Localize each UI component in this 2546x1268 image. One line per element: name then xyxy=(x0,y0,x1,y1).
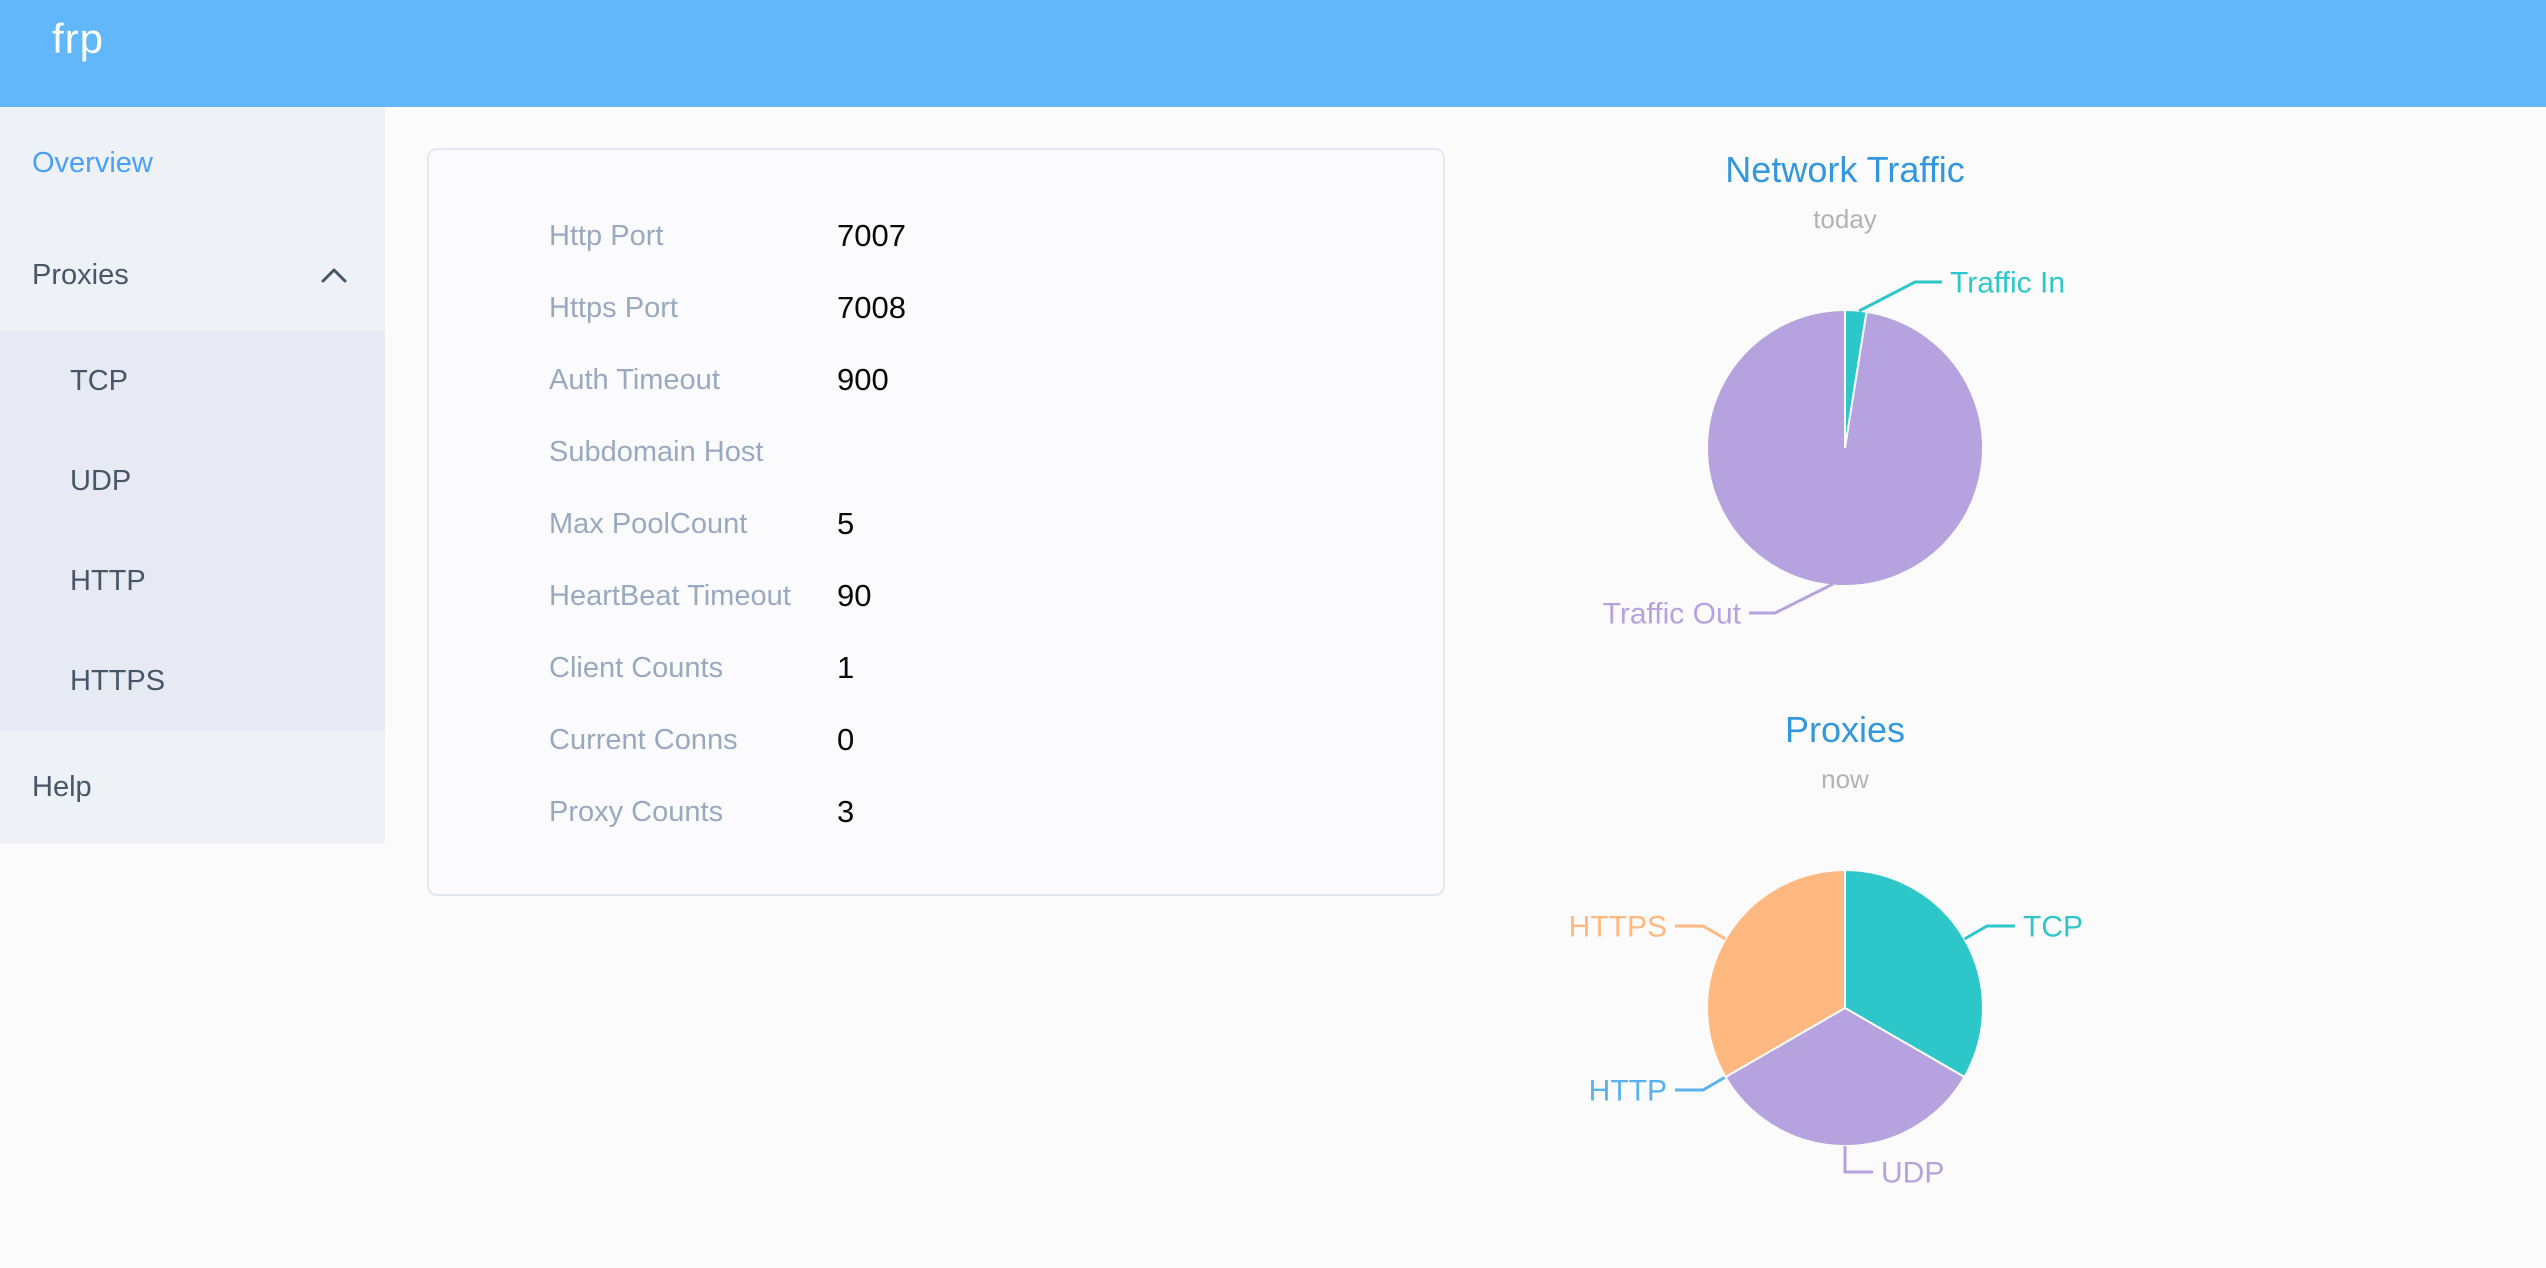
config-row: Current Conns 0 xyxy=(429,704,1443,776)
sidebar-item-label: Help xyxy=(32,771,92,803)
config-label: Client Counts xyxy=(549,651,724,684)
chart-subtitle: today xyxy=(1813,204,1877,234)
config-row: Max PoolCount 5 xyxy=(429,488,1443,560)
config-label: Subdomain Host xyxy=(549,435,764,468)
server-config-card: Http Port 7007 Https Port 7008 Auth Timeou… xyxy=(427,148,1445,896)
proxies-pie: TCP UDP HTTP HTTPS xyxy=(1569,868,2083,1190)
config-value: 900 xyxy=(837,362,889,397)
config-label: Max PoolCount xyxy=(549,507,748,540)
sidebar-item-https[interactable]: HTTPS xyxy=(0,631,385,731)
chart-subtitle: now xyxy=(1821,764,1869,794)
pie-label-https: HTTPS xyxy=(1569,911,1667,944)
pie-label-line-udp xyxy=(1843,1146,1873,1174)
pie-label-line-traffic-in xyxy=(1858,280,1942,313)
config-value: 5 xyxy=(837,506,855,541)
sidebar-item-proxies[interactable]: Proxies xyxy=(0,219,385,331)
config-label: Current Conns xyxy=(549,723,738,756)
chart-title: Network Traffic xyxy=(1725,149,1965,190)
config-label: Http Port xyxy=(549,219,664,252)
config-label: Proxy Counts xyxy=(549,795,724,828)
config-row: Https Port 7008 xyxy=(429,272,1443,344)
sidebar-item-help[interactable]: Help xyxy=(0,731,385,843)
config-label: Auth Timeout xyxy=(549,363,720,396)
sidebar-item-udp[interactable]: UDP xyxy=(0,431,385,531)
sidebar-item-overview[interactable]: Overview xyxy=(0,107,385,219)
config-row: Client Counts 1 xyxy=(429,632,1443,704)
config-value: 1 xyxy=(837,650,855,685)
chart-title: Proxies xyxy=(1784,709,1906,750)
pie-label-traffic-out: Traffic Out xyxy=(1603,598,1742,631)
app-header: frp xyxy=(0,0,2546,107)
pie-label-http: HTTP xyxy=(1589,1075,1667,1108)
sidebar-item-label: Overview xyxy=(32,147,153,179)
pie-label-line-https xyxy=(1675,924,1727,941)
sidebar-item-http[interactable]: HTTP xyxy=(0,531,385,631)
sidebar-item-label: TCP xyxy=(70,365,128,397)
pie-label-traffic-in: Traffic In xyxy=(1950,267,2065,300)
config-row: HeartBeat Timeout 90 xyxy=(429,560,1443,632)
sidebar-item-label: Proxies xyxy=(32,259,129,291)
config-row: Auth Timeout 900 xyxy=(429,344,1443,416)
config-row: Http Port 7007 xyxy=(429,200,1443,272)
proxies-chart: Proxies now TCP UDP HTTP HTTPS xyxy=(1545,708,2145,1268)
config-row: Proxy Counts 3 xyxy=(429,776,1443,848)
sidebar: Overview Proxies TCP UDP HTTP HTTPS Help xyxy=(0,107,385,843)
config-value: 3 xyxy=(837,794,855,829)
pie-label-line-tcp xyxy=(1963,924,2015,941)
pie-label-line-traffic-out xyxy=(1749,582,1834,615)
chevron-up-icon xyxy=(321,268,347,283)
sidebar-submenu: TCP UDP HTTP HTTPS xyxy=(0,331,385,731)
app-logo: frp xyxy=(52,15,105,62)
pie-slice-traffic-out[interactable] xyxy=(1706,308,1985,587)
sidebar-item-tcp[interactable]: TCP xyxy=(0,331,385,431)
network-traffic-pie: Traffic In Traffic Out xyxy=(1603,267,2065,631)
config-value: 0 xyxy=(837,722,855,757)
config-value: 7007 xyxy=(837,218,906,253)
config-label: HeartBeat Timeout xyxy=(549,579,791,612)
config-value: 7008 xyxy=(837,290,906,325)
pie-slice-udp[interactable] xyxy=(1724,1006,1966,1147)
pie-label-line-http xyxy=(1675,1075,1727,1092)
pie-label-tcp: TCP xyxy=(2023,911,2083,944)
sidebar-item-label: HTTPS xyxy=(70,665,166,697)
config-label: Https Port xyxy=(549,291,678,324)
config-value: 90 xyxy=(837,578,872,613)
pie-label-udp: UDP xyxy=(1881,1157,1944,1190)
sidebar-item-label: UDP xyxy=(70,465,132,497)
config-row: Subdomain Host xyxy=(429,416,1443,488)
sidebar-item-label: HTTP xyxy=(70,565,146,597)
network-traffic-chart: Network Traffic today Traffic In Traffic … xyxy=(1545,148,2145,708)
pie-slice-tcp[interactable] xyxy=(1844,868,1984,1079)
